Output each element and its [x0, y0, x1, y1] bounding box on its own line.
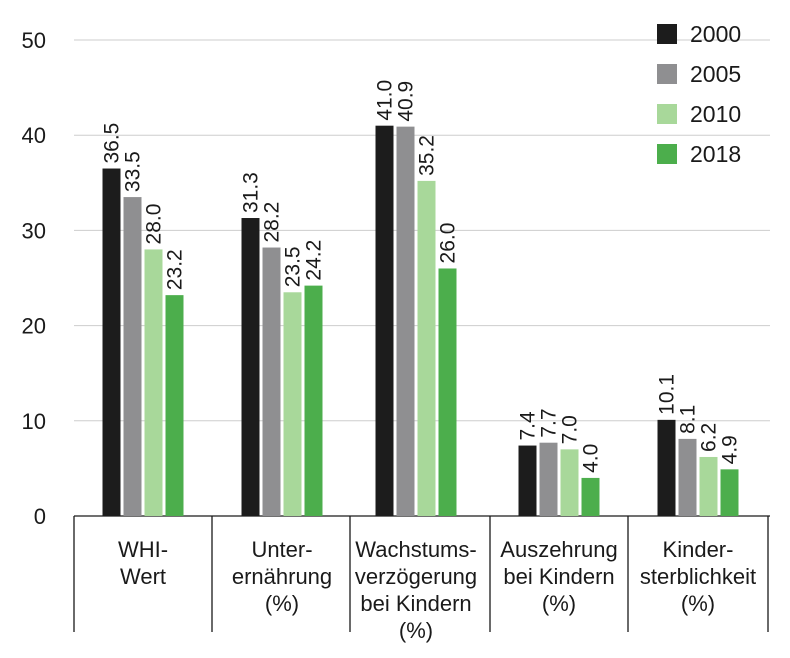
bar: [560, 449, 579, 516]
y-tick-label: 50: [22, 28, 46, 53]
category-label: ernährung: [232, 564, 332, 589]
data-label: 31.3: [240, 172, 263, 213]
legend-swatch: [657, 144, 677, 164]
legend-swatch: [657, 64, 677, 84]
data-label: 28.2: [261, 202, 284, 243]
bar: [283, 292, 302, 516]
bar: [699, 456, 718, 516]
data-label: 23.5: [282, 246, 305, 287]
category-label: Wachstums-: [355, 537, 476, 562]
bar: [678, 438, 697, 516]
category-label: (%): [542, 591, 576, 616]
category-label: Unter-: [251, 537, 312, 562]
legend-label: 2000: [690, 21, 741, 47]
data-label: 7.7: [538, 408, 561, 437]
y-tick-label: 30: [22, 218, 46, 243]
bar: [720, 469, 739, 516]
bar: [417, 180, 436, 516]
data-label: 41.0: [374, 80, 397, 121]
bar: [518, 445, 537, 516]
bar: [241, 218, 260, 517]
bar: [539, 442, 558, 516]
legend-label: 2010: [690, 101, 741, 127]
category-label: (%): [399, 618, 433, 643]
bar: [144, 249, 163, 516]
category-label: Wert: [120, 564, 166, 589]
data-label: 36.5: [101, 123, 124, 164]
bar: [165, 295, 184, 516]
bar: [304, 285, 323, 516]
y-tick-label: 20: [22, 314, 46, 339]
category-label: (%): [681, 591, 715, 616]
y-tick-label: 0: [34, 504, 46, 529]
data-label: 33.5: [122, 151, 145, 192]
data-label: 6.2: [698, 423, 721, 452]
category-label: sterblichkeit: [640, 564, 756, 589]
bar: [262, 247, 281, 516]
bar: [102, 168, 121, 516]
bar: [396, 126, 415, 516]
data-label: 40.9: [395, 81, 418, 122]
data-label: 7.4: [517, 411, 540, 441]
bar: [438, 268, 457, 516]
category-label: Kinder-: [663, 537, 734, 562]
y-tick-label: 10: [22, 409, 46, 434]
category-label: WHI-: [118, 537, 168, 562]
legend-swatch: [657, 104, 677, 124]
data-label: 10.1: [656, 374, 679, 415]
category-label: bei Kindern: [360, 591, 471, 616]
bar: [581, 477, 600, 516]
bar: [123, 197, 142, 516]
category-label: verzögerung: [355, 564, 477, 589]
data-label: 35.2: [416, 135, 439, 176]
bar: [657, 419, 676, 516]
legend-label: 2018: [690, 141, 741, 167]
data-label: 8.1: [677, 405, 700, 434]
data-label: 28.0: [143, 204, 166, 245]
data-label: 23.2: [164, 249, 187, 290]
data-label: 26.0: [437, 223, 460, 264]
y-tick-label: 40: [22, 123, 46, 148]
category-label: Auszehrung: [500, 537, 617, 562]
legend-label: 2005: [690, 61, 741, 87]
category-label: bei Kindern: [503, 564, 614, 589]
data-label: 7.0: [559, 415, 582, 444]
category-label: (%): [265, 591, 299, 616]
data-label: 4.0: [580, 444, 603, 473]
legend-swatch: [657, 24, 677, 44]
data-label: 24.2: [303, 240, 326, 281]
data-label: 4.9: [719, 435, 742, 464]
bar: [375, 125, 394, 517]
